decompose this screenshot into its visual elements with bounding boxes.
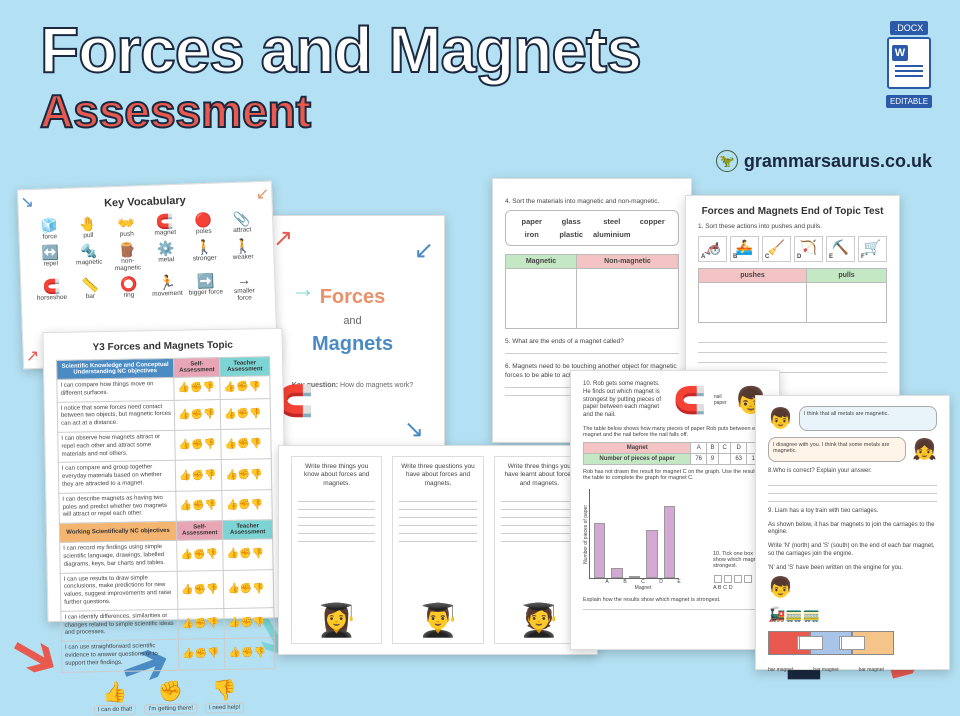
brand-text: grammarsaurus.co.uk: [744, 151, 932, 172]
cover-arrow-icon: ↙: [414, 236, 434, 265]
editable-badge: .DOCX EDITABLE: [880, 18, 938, 109]
chart-illustration: 10. Rob gets some magnets. He finds out …: [583, 381, 767, 420]
person-icon: 👧: [912, 437, 937, 462]
word-file-icon: [887, 37, 931, 89]
person-icon: 👦: [768, 406, 793, 431]
xlabel: Magnet: [583, 585, 703, 591]
q9d: 'N' and 'S' have been written on the eng…: [768, 565, 937, 573]
vocab-cell: 🧲magnet: [146, 213, 183, 237]
brand: 🦖 grammarsaurus.co.uk: [716, 150, 932, 172]
vocab-cell: 🚶stronger: [186, 238, 224, 269]
vocab-cell: 🚶weaker: [224, 237, 262, 268]
vocab-cell: ➡️bigger force: [187, 272, 225, 303]
q-who: 8.Who is correct? Explain your answer.: [768, 468, 937, 476]
vocab-title: Key Vocabulary: [30, 192, 259, 212]
th-magnetic: Magnetic: [506, 255, 577, 269]
q9b: As shown below, it has bar magnets to jo…: [768, 522, 937, 538]
corner-arrow-icon: ↗: [25, 346, 39, 366]
corner-arrow-icon: ↙: [255, 184, 269, 204]
bar-chart: [589, 489, 679, 579]
test-images: 🦽A🚣B🧹C🏹D⛏️E🛒F: [698, 236, 887, 262]
cover-arrow-icon: →: [291, 276, 315, 304]
sort-table: Magnetic Non-magnetic: [505, 254, 679, 329]
vocab-cell: 🤚pull: [69, 215, 106, 239]
kwl-sheet: Write three things you know about forces…: [278, 445, 598, 655]
th-work: Working Scientifically NC objectives: [59, 521, 176, 542]
vocab-cell: 🪵non-magnetic: [109, 241, 147, 272]
th-teach: Teacher Assessment: [220, 357, 270, 377]
vocab-cell: ⭕ring: [110, 275, 148, 306]
test-q1: 1. Sort these actions into pushes and pu…: [698, 223, 887, 230]
magnet-icon: 🧲: [673, 385, 705, 416]
page-title: Forces and Magnets Assessment: [40, 18, 641, 138]
carriage: [852, 631, 894, 655]
th-teach2: Teacher Assessment: [223, 520, 273, 540]
vocab-cell: 🧲horseshoe: [33, 278, 71, 309]
cover-arrow-icon: ↗: [273, 224, 293, 253]
vocab-cell: 📎attract: [223, 210, 260, 234]
nail-label: nailpaper: [714, 394, 727, 406]
answer-lines: [768, 478, 937, 502]
assess-table: Scientific Knowledge and Conceptual Unde…: [56, 356, 275, 672]
speech-bubbles: 👦 I think that all metals are magnetic.: [768, 406, 937, 431]
table-intro: The table below shows how many pieces of…: [583, 426, 767, 438]
chart-sheet: 10. Rob gets some magnets. He finds out …: [570, 370, 780, 650]
vocab-cell: ⚙️metal: [147, 240, 185, 271]
train-diagram: SN: [768, 631, 937, 655]
th-nonmagnetic: Non-magnetic: [576, 255, 678, 269]
cover-t2: and: [343, 315, 361, 327]
th-sci: Scientific Knowledge and Conceptual Unde…: [56, 358, 173, 379]
vocab-cell: 🔩magnetic: [70, 242, 108, 273]
sort-q1: 4. Sort the materials into magnetic and …: [505, 197, 679, 206]
cover-t1: Forces: [320, 286, 386, 309]
q9c: Write 'N' (north) and 'S' (south) on the…: [768, 543, 937, 559]
editable-label: EDITABLE: [886, 95, 932, 108]
q9a: 9. Liam has a toy train with two carriag…: [768, 508, 937, 516]
vocab-cell: 🧊force: [31, 217, 68, 241]
train-labels: bar magnetbar magnetbar magnet: [768, 667, 937, 673]
title-main: Forces and Magnets: [40, 18, 641, 82]
speech-bubbles: I disagree with you. I think that some m…: [768, 437, 937, 462]
data-table: MagnetABCDE Number of pieces of paper769…: [583, 442, 767, 465]
graph-intro: Rob has not drawn the result for magnet …: [583, 469, 767, 481]
sort-q2: 5. What are the ends of a magnet called?: [505, 337, 679, 346]
th-pulls: pulls: [807, 269, 887, 283]
cover-sheet: ↗ ↙ → 🧲 ↘ Forces and Magnets Key questio…: [260, 215, 445, 460]
assess-title: Y3 Forces and Magnets Topic: [56, 339, 270, 354]
speech-bubble-1: I think that all metals are magnetic.: [799, 406, 937, 431]
assessment-grid-sheet: Y3 Forces and Magnets Topic Scientific K…: [42, 328, 287, 622]
vocab-cell: 📏bar: [72, 276, 110, 307]
kwl-column: Write three questions you have about for…: [392, 456, 483, 644]
kwl-column: Write three things you know about forces…: [291, 456, 382, 644]
vocab-cell: 👐push: [108, 214, 145, 238]
cover-t3: Magnets: [312, 333, 393, 356]
test-title: Forces and Magnets End of Topic Test: [698, 206, 887, 217]
th-pushes: pushes: [699, 269, 807, 283]
person-icon: 👦: [768, 575, 937, 600]
title-sub: Assessment: [40, 84, 641, 138]
brand-logo-icon: 🦖: [716, 150, 738, 172]
answer-lines: [698, 333, 887, 373]
graph-area: Number of pieces of paper ABCDE Magnet 1…: [583, 489, 767, 591]
assess-legend: 👍I can do that!✊I'm getting there!👎I nee…: [62, 677, 277, 716]
speech-bubble-2: I disagree with you. I think that some m…: [768, 437, 906, 462]
th-self: Self-Assessment: [174, 358, 221, 378]
materials-box: paperglasssteelcopperironplasticaluminiu…: [505, 210, 679, 246]
train-sheet: 👦 I think that all metals are magnetic. …: [755, 395, 950, 670]
vocab-cell: 🔴poles: [185, 211, 222, 235]
vocab-cell: ↔️repel: [32, 244, 70, 275]
vocab-cell: 🏃movement: [148, 274, 186, 305]
vocab-cell: →smaller force: [225, 271, 263, 302]
pushpull-table: pushes pulls: [698, 268, 887, 323]
th-self2: Self-Assessment: [176, 521, 223, 541]
train-emoji: 🚂🚃🚃: [768, 606, 937, 623]
docx-label: .DOCX: [890, 21, 929, 35]
vocab-grid: 🧊force🤚pull👐push🧲magnet🔴poles📎attract ↔️r…: [31, 210, 263, 309]
cover-arrow-icon: ↘: [404, 415, 424, 444]
corner-arrow-icon: ↘: [20, 192, 34, 212]
chart-intro: 10. Rob gets some magnets. He finds out …: [583, 381, 665, 420]
